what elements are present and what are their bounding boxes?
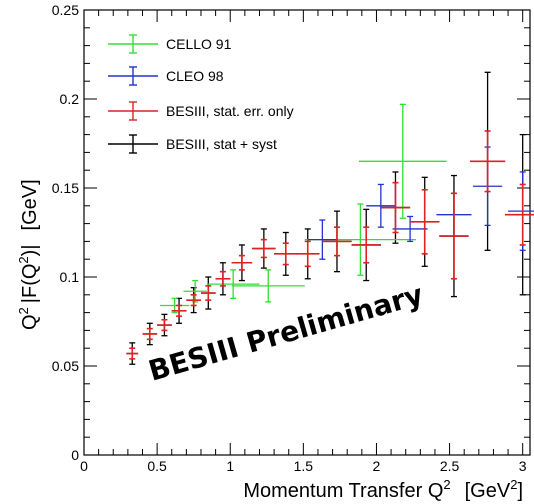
data-point (142, 327, 158, 341)
data-point (200, 285, 216, 301)
data-point (380, 181, 411, 234)
data-point (206, 269, 260, 300)
y-tick-label: 0.05 (52, 358, 79, 374)
data-point (439, 192, 469, 280)
data-point (392, 215, 428, 243)
data-point (307, 219, 337, 260)
data-point (186, 293, 201, 307)
legend-label: CLEO 98 (166, 68, 224, 84)
y-axis-title: Q2|F(Q2)|[GeV] (16, 179, 41, 330)
data-point (366, 183, 396, 228)
data-point (274, 242, 298, 266)
data-point (410, 188, 440, 255)
data-point (231, 254, 253, 271)
legend-entry: BESIII, stat. err. only (108, 101, 294, 121)
x-tick-label: 3 (519, 458, 527, 474)
data-point (296, 240, 320, 268)
tick-labels: 0 0.5 1 1.5 2 2.5 3 0 0.05 0.1 0.15 0.2 0.25 (52, 2, 527, 474)
watermark-annotation: BESIII Preliminary (145, 278, 427, 388)
x-tick-label: 0.5 (147, 458, 167, 474)
legend: CELLO 91 CLEO 98 BESIII, stat. err. only BE… (108, 34, 294, 154)
x-tick-label: 1.5 (294, 458, 314, 474)
y-tick-label: 0.1 (60, 269, 80, 285)
data-point (126, 347, 139, 360)
y-tick-label: 0.15 (52, 180, 79, 196)
data-point (358, 103, 447, 219)
x-tick-label: 2.5 (440, 458, 460, 474)
y-tick-label: 0 (71, 447, 79, 463)
data-point (252, 238, 276, 259)
data-point (231, 269, 305, 303)
data-point (505, 183, 534, 246)
data-point (157, 318, 172, 332)
x-tick-label: 1 (226, 458, 234, 474)
x-axis-title: Momentum Transfer Q2 [GeV2] (243, 477, 523, 502)
legend-label: BESIII, stat + syst (166, 136, 277, 152)
legend-entry: CELLO 91 (108, 34, 232, 54)
legend-entry: CLEO 98 (108, 66, 224, 86)
data-point (183, 279, 207, 303)
data-point (470, 130, 506, 193)
series-2 (126, 130, 534, 360)
legend-label: CELLO 91 (166, 36, 232, 52)
data-point (171, 304, 187, 317)
plot-frame (83, 9, 531, 456)
legend-entry: BESIII, stat + syst (108, 134, 277, 154)
data-point (351, 226, 381, 264)
x-tick-label: 0 (80, 458, 88, 474)
data-point (322, 226, 352, 257)
data-series (126, 71, 534, 365)
legend-label: BESIII, stat. err. only (166, 103, 294, 119)
y-tick-label: 0.25 (52, 2, 79, 18)
x-tick-label: 2 (373, 458, 381, 474)
series-1 (307, 146, 534, 260)
data-point (215, 270, 231, 287)
axis-ticks (83, 9, 530, 456)
y-tick-label: 0.2 (60, 91, 80, 107)
